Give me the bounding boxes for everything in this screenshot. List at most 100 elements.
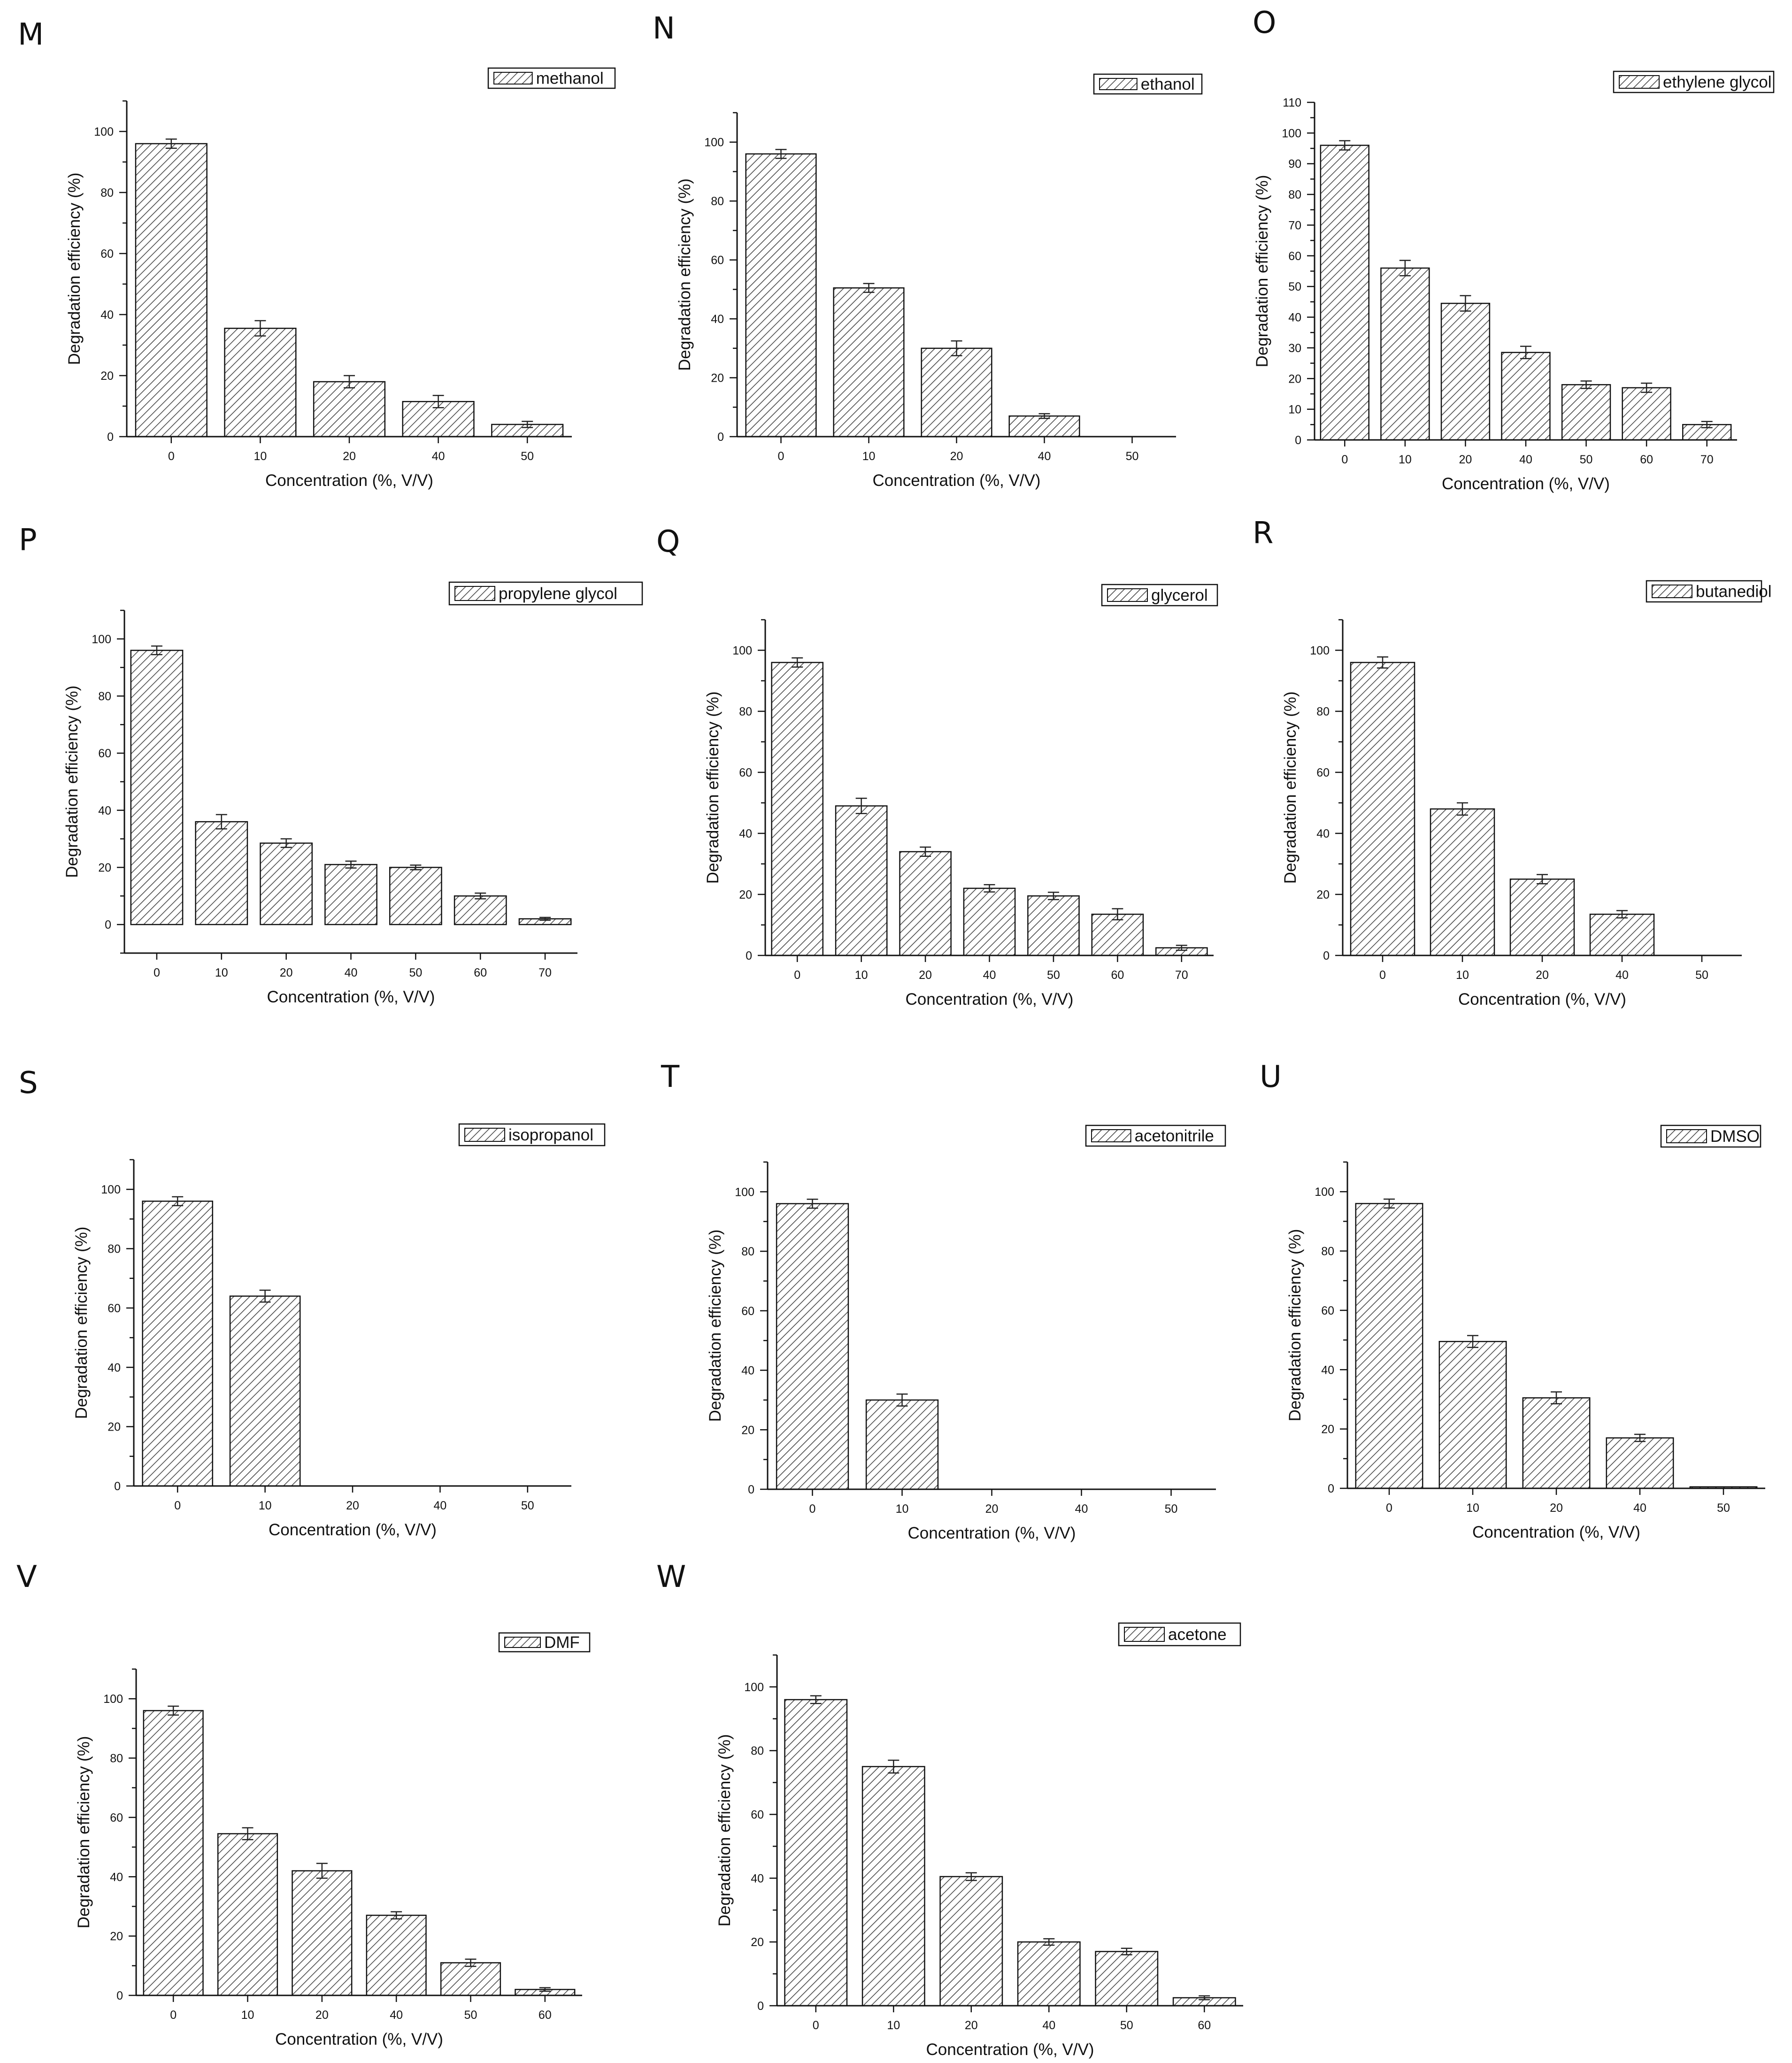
legend-label: DMSO (1710, 1127, 1760, 1146)
bar-0 (130, 649, 184, 925)
legend-label: butanediol (1696, 583, 1772, 601)
bar-40 (324, 864, 377, 925)
panel-letter: V (16, 1560, 37, 1594)
y-tick-label: 40 (751, 1872, 764, 1885)
x-tick-label: 0 (778, 450, 784, 463)
bar-20 (1509, 878, 1575, 956)
bar-10 (865, 1399, 939, 1490)
bar-20 (1522, 1397, 1591, 1489)
bar-0 (135, 143, 208, 438)
x-tick-label: 60 (1198, 2019, 1211, 2032)
y-axis-title: Degradation efficiency (%) (1253, 175, 1271, 368)
x-tick-label: 20 (919, 969, 932, 982)
panel-letter: M (18, 17, 44, 52)
y-tick-label: 80 (100, 186, 114, 200)
y-tick-label: 40 (100, 308, 114, 322)
legend: ethanol (1093, 73, 1203, 95)
panel-letter: R (1253, 516, 1273, 551)
y-tick-label: 20 (741, 1424, 754, 1437)
x-tick-label: 10 (259, 1499, 272, 1512)
x-tick-label: 0 (809, 1502, 816, 1516)
panel-letter: U (1260, 1060, 1282, 1094)
y-axis-title: Degradation efficiency (%) (63, 685, 81, 878)
x-tick-label: 0 (174, 1499, 181, 1512)
y-tick-label: 0 (748, 1483, 754, 1496)
x-tick-label: 40 (983, 969, 996, 982)
legend: acetonitrile (1085, 1124, 1226, 1147)
x-tick-label: 40 (1042, 2019, 1055, 2032)
x-tick-label: 20 (985, 1502, 999, 1516)
bar-0 (1320, 145, 1369, 441)
x-tick-label: 40 (1075, 1502, 1088, 1516)
x-tick-label: 20 (315, 2009, 329, 2022)
x-tick-label: 10 (254, 450, 267, 463)
y-axis-title: Degradation efficiency (%) (1286, 1229, 1304, 1422)
bar-20 (260, 842, 313, 925)
y-tick-label: 20 (98, 862, 111, 875)
y-tick-label: 20 (108, 1421, 121, 1434)
legend-swatch (454, 586, 495, 601)
y-tick-label: 40 (98, 804, 111, 817)
legend: butanediol (1646, 580, 1772, 603)
x-tick-label: 0 (170, 2009, 177, 2022)
y-tick-label: 0 (1323, 949, 1330, 962)
x-tick-label: 50 (1165, 1502, 1178, 1516)
x-tick-label: 40 (1633, 1501, 1646, 1515)
x-tick-label: 20 (1459, 453, 1472, 466)
legend-swatch (504, 1637, 541, 1648)
legend: methanol (487, 67, 616, 89)
legend-swatch (1107, 588, 1148, 602)
panel-letter: T (661, 1060, 680, 1094)
x-tick-label: 0 (168, 450, 175, 463)
y-axis-title: Degradation efficiency (%) (65, 173, 84, 365)
y-tick-label: 80 (711, 195, 724, 208)
bar-50 (1561, 384, 1611, 441)
y-tick-label: 20 (739, 888, 752, 901)
y-tick-label: 30 (1288, 342, 1301, 355)
x-axis-title: Concentration (%, V/V) (1442, 475, 1610, 493)
bar-10 (229, 1295, 301, 1487)
legend: propylene glycol (448, 581, 643, 606)
x-tick-label: 10 (215, 966, 228, 979)
bar-20 (313, 381, 386, 438)
legend: DMSO (1660, 1124, 1761, 1148)
bar-0 (784, 1699, 848, 2007)
bar-0 (771, 662, 824, 956)
legend-swatch (1652, 585, 1692, 598)
x-tick-label: 0 (794, 969, 800, 982)
legend-swatch (1091, 1129, 1131, 1142)
y-tick-label: 40 (711, 313, 724, 326)
x-tick-label: 10 (887, 2019, 900, 2032)
panel-letter: Q (656, 524, 680, 559)
x-tick-label: 20 (1536, 969, 1549, 982)
y-tick-label: 60 (751, 1809, 764, 1822)
bar-10 (833, 287, 905, 438)
x-tick-label: 10 (855, 969, 868, 982)
x-axis-title: Concentration (%, V/V) (267, 988, 435, 1006)
y-tick-label: 0 (1295, 434, 1301, 447)
y-tick-label: 20 (711, 372, 724, 385)
x-tick-label: 60 (474, 966, 487, 979)
bar-50 (389, 867, 442, 925)
y-tick-label: 40 (110, 1871, 123, 1884)
y-tick-label: 60 (1321, 1304, 1334, 1317)
y-tick-label: 80 (108, 1243, 121, 1256)
y-tick-label: 110 (1283, 96, 1301, 109)
y-tick-label: 20 (100, 369, 114, 383)
bar-40 (1589, 914, 1655, 956)
y-tick-label: 60 (1316, 766, 1330, 779)
y-tick-label: 70 (1288, 219, 1301, 232)
y-axis-title: Degradation efficiency (%) (75, 1736, 93, 1929)
bar-60 (1622, 387, 1671, 441)
x-tick-label: 0 (1379, 969, 1386, 982)
x-tick-label: 20 (965, 2019, 978, 2032)
bar-0 (143, 1710, 204, 1996)
bar-60 (454, 895, 507, 925)
bar-0 (776, 1203, 849, 1490)
y-tick-label: 60 (110, 1811, 123, 1824)
x-tick-label: 50 (521, 450, 534, 463)
x-tick-label: 40 (1038, 450, 1051, 463)
legend-label: glycerol (1151, 586, 1208, 605)
